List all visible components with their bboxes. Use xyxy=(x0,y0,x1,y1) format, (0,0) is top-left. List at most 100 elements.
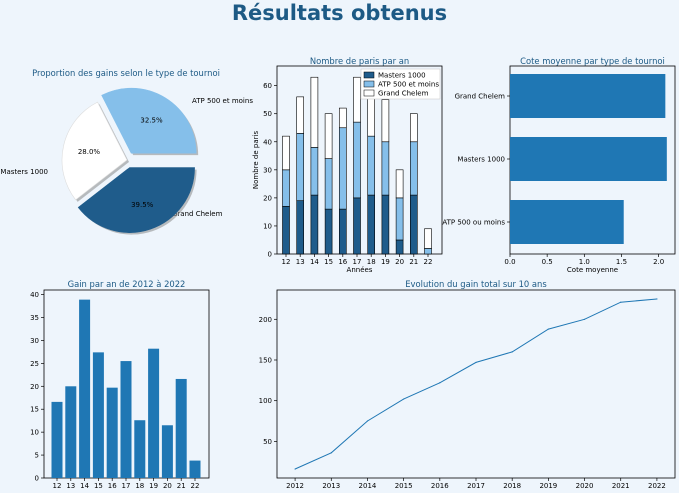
stacked-bar-segment xyxy=(367,135,376,196)
stacked-legend-label: Grand Chelem xyxy=(378,90,429,98)
hbar-title: Cote moyenne par type de tournoi xyxy=(520,56,665,66)
stacked-xtick-label: 13 xyxy=(296,258,305,266)
stacked-bar-segment xyxy=(409,141,418,196)
hbar-xtick-label: 2.0 xyxy=(653,258,664,266)
line-xtick-label: 2021 xyxy=(612,482,630,490)
stacked-bar-segment xyxy=(409,194,418,255)
line-axes-frame xyxy=(276,289,676,479)
gain-bar-ytick-label: 10 xyxy=(30,429,39,437)
line-ytick-label: 50 xyxy=(263,438,272,446)
line-point xyxy=(583,318,586,320)
gain-bar xyxy=(120,361,132,478)
gain-bar-xtick-label: 12 xyxy=(53,482,62,490)
stacked-bar-segment xyxy=(395,197,404,241)
pie-category-label: ATP 500 et moins xyxy=(192,97,253,105)
line-point xyxy=(547,328,549,330)
stacked-bar-segment xyxy=(324,208,333,255)
gain-bar xyxy=(92,352,104,478)
stacked-bar-segment xyxy=(324,158,333,210)
gain-bar-ytick-label: 5 xyxy=(35,452,39,460)
gain-bar xyxy=(51,401,63,478)
gain-bar-ytick-label: 20 xyxy=(30,383,39,391)
stacked-legend-label: Masters 1000 xyxy=(378,72,426,80)
line-xtick-label: 2020 xyxy=(576,482,594,490)
gain-bar-ytick-label: 30 xyxy=(30,337,39,345)
hbar-xtick-label: 0.5 xyxy=(542,258,553,266)
stacked-bar-segment xyxy=(310,147,319,196)
gain-bar-xtick-label: 13 xyxy=(66,482,75,490)
line-point xyxy=(294,468,296,470)
stacked-ytick-label: 40 xyxy=(263,138,272,146)
stacked-xtick-label: 19 xyxy=(381,258,390,266)
stacked-bar-segment xyxy=(424,228,432,249)
stacked-bar-segment xyxy=(353,76,361,123)
stacked-xtick-label: 15 xyxy=(324,258,333,266)
stacked-xtick-label: 20 xyxy=(395,258,404,266)
pie-value-label: 32.5% xyxy=(140,116,163,124)
stacked-bar-segment xyxy=(296,96,305,134)
gain-bar-xtick-label: 20 xyxy=(163,482,172,490)
stacked-bar-segment xyxy=(282,205,290,255)
gain-bar-xtick-label: 21 xyxy=(177,482,186,490)
stacked-bar-segment xyxy=(324,113,333,159)
stacked-legend-swatch xyxy=(363,89,375,97)
stacked-ylabel: Nombre de paris xyxy=(252,131,260,190)
gain-bar xyxy=(79,299,91,478)
pie-slice xyxy=(61,101,128,201)
pie-slice xyxy=(101,87,197,154)
hbar-xtick-label: 1.5 xyxy=(616,258,627,266)
line-point xyxy=(330,452,332,454)
stacked-bar-segment xyxy=(381,99,390,143)
hbar-category-label: Masters 1000 xyxy=(457,156,505,164)
line-point xyxy=(403,398,405,400)
line-point xyxy=(511,351,513,353)
stacked-xtick-label: 18 xyxy=(367,258,376,266)
gain-bar-xtick-label: 14 xyxy=(80,482,89,490)
gain-bar xyxy=(175,378,187,478)
gain-bar xyxy=(134,420,146,478)
gain-bar-ytick-label: 15 xyxy=(30,406,39,414)
line-ytick-label: 200 xyxy=(259,316,272,324)
gain-bar-ytick-label: 35 xyxy=(30,314,39,322)
pie-category-label: Masters 1000 xyxy=(0,168,48,176)
stacked-bar-segment xyxy=(353,197,361,255)
stacked-bar-segment xyxy=(338,208,347,255)
line-xtick-label: 2019 xyxy=(539,482,557,490)
gain-bar xyxy=(148,348,160,478)
stacked-bar-segment xyxy=(381,141,390,196)
stacked-bar-segment xyxy=(338,127,347,210)
stacked-bar-segment xyxy=(424,248,432,255)
gain-bar xyxy=(189,460,201,478)
hbar-bar xyxy=(510,200,624,244)
stacked-bar-segment xyxy=(282,135,290,171)
line-point xyxy=(475,361,477,364)
stacked-bar-segment xyxy=(395,169,404,199)
gain-bar-ytick-label: 25 xyxy=(30,360,39,368)
line-xtick-label: 2018 xyxy=(503,482,521,490)
stacked-title: Nombre de paris par an xyxy=(310,56,409,66)
stacked-xtick-label: 16 xyxy=(338,258,347,266)
line-point xyxy=(620,301,622,303)
line-xtick-label: 2015 xyxy=(395,482,413,490)
gain-bar-xtick-label: 15 xyxy=(94,482,103,490)
stacked-bar-segment xyxy=(381,194,390,255)
hbar-xlabel: Cote moyenne xyxy=(567,266,618,274)
line-xtick-label: 2022 xyxy=(648,482,666,490)
gain-bar-xtick-label: 22 xyxy=(191,482,200,490)
hbar-bar xyxy=(510,137,667,181)
stacked-ytick-label: 10 xyxy=(263,222,272,230)
gain-bar-xtick-label: 16 xyxy=(108,482,117,490)
line-ytick-label: 100 xyxy=(259,397,272,405)
pie-value-label: 39.5% xyxy=(131,201,154,209)
stacked-bar-segment xyxy=(296,133,305,201)
line-point xyxy=(366,420,369,422)
stacked-legend-label: ATP 500 et moins xyxy=(378,81,439,89)
hbar-bar xyxy=(510,74,666,118)
stacked-bar-segment xyxy=(310,76,319,148)
stacked-bar-segment xyxy=(338,107,347,129)
stacked-bar-segment xyxy=(409,113,418,143)
line-xtick-label: 2012 xyxy=(286,482,304,490)
line-xtick-label: 2013 xyxy=(322,482,340,490)
stacked-ytick-label: 50 xyxy=(263,110,272,118)
